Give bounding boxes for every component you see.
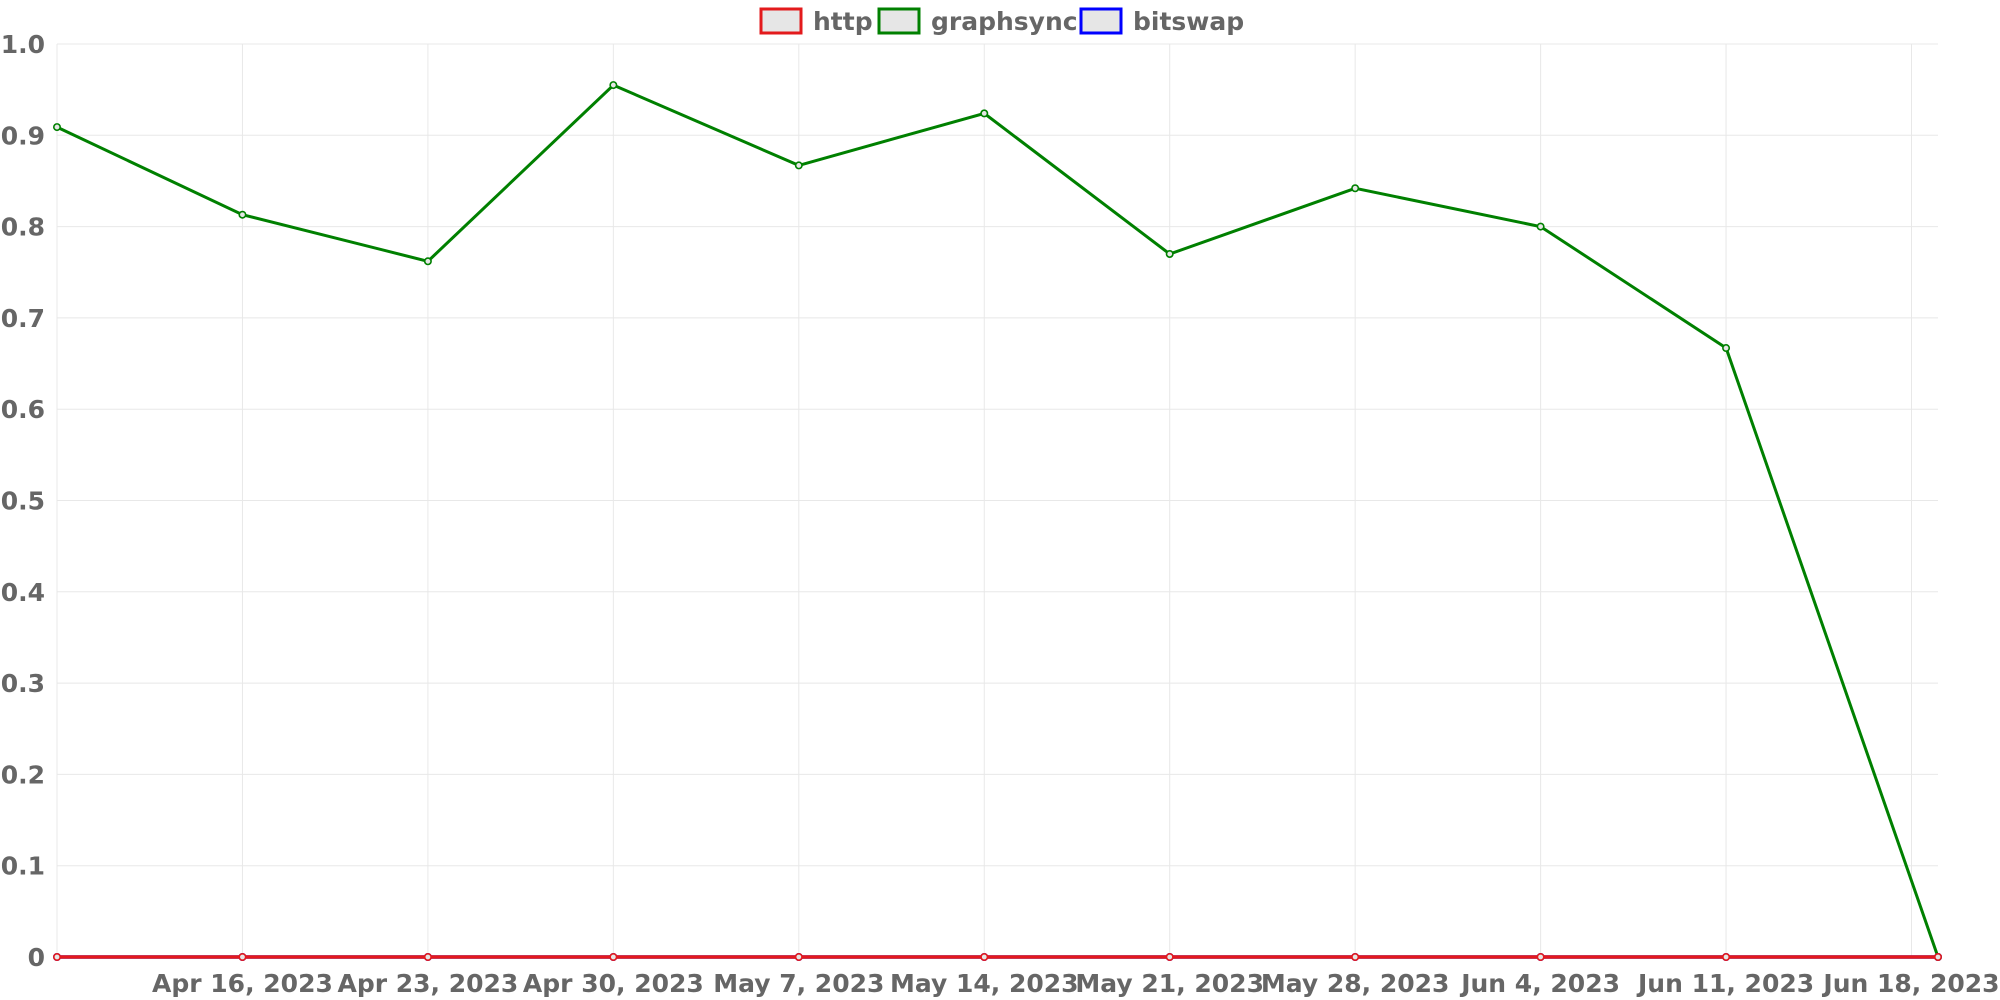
data-point-http[interactable] — [980, 952, 989, 961]
data-point-graphsync[interactable] — [1722, 344, 1731, 353]
legend-item-http[interactable]: http — [759, 7, 873, 36]
data-point-http[interactable] — [1722, 952, 1731, 961]
legend-item-graphsync[interactable]: graphsync — [877, 7, 1078, 36]
data-point-http[interactable] — [1536, 952, 1545, 961]
x-tick-label: May 14, 2023 — [890, 969, 1079, 998]
series-group — [52, 81, 1943, 961]
data-point-http[interactable] — [52, 952, 61, 961]
data-point-http[interactable] — [1351, 952, 1360, 961]
data-point-graphsync[interactable] — [609, 81, 618, 90]
x-tick-label: Jun 4, 2023 — [1459, 969, 1620, 998]
x-tick-label: Apr 16, 2023 — [152, 969, 333, 998]
data-point-graphsync[interactable] — [238, 210, 247, 219]
legend-swatch — [877, 7, 921, 35]
x-axis-ticks: Apr 16, 2023 Apr 23, 2023 Apr 30, 2023 May … — [152, 969, 2000, 998]
data-point-graphsync[interactable] — [980, 109, 989, 118]
data-point-graphsync[interactable] — [794, 161, 803, 170]
data-point-http[interactable] — [238, 952, 247, 961]
y-tick-label: 0.2 — [1, 760, 45, 789]
y-tick-label: 0.3 — [1, 669, 45, 698]
y-tick-label: 0.6 — [1, 395, 45, 424]
x-tick-label: Jun 18, 2023 — [1821, 969, 1999, 998]
chart-legend[interactable]: http graphsync bitswap — [759, 7, 1244, 36]
data-point-http[interactable] — [423, 952, 432, 961]
y-tick-label: 0.8 — [1, 213, 45, 242]
data-point-graphsync[interactable] — [423, 257, 432, 266]
legend-label: bitswap — [1133, 7, 1244, 36]
x-tick-label: May 7, 2023 — [713, 969, 884, 998]
x-tick-label: May 28, 2023 — [1261, 969, 1450, 998]
x-tick-label: May 21, 2023 — [1075, 969, 1264, 998]
data-point-http[interactable] — [609, 952, 618, 961]
grid-lines — [56, 43, 1938, 958]
x-tick-label: Apr 23, 2023 — [337, 969, 518, 998]
legend-label: http — [813, 7, 873, 36]
y-tick-label: 0.9 — [1, 121, 45, 150]
y-axis-ticks: 0 0.1 0.2 0.3 0.4 0.5 0.6 0.7 0.8 0.9 1.0 — [1, 30, 45, 972]
y-tick-label: 1.0 — [1, 30, 45, 59]
y-tick-label: 0.5 — [1, 487, 45, 516]
data-point-graphsync[interactable] — [1536, 222, 1545, 231]
legend-item-bitswap[interactable]: bitswap — [1079, 7, 1244, 36]
data-point-graphsync[interactable] — [52, 123, 61, 132]
legend-label: graphsync — [931, 7, 1078, 36]
x-tick-label: Jun 11, 2023 — [1636, 969, 1814, 998]
y-tick-label: 0.7 — [1, 304, 45, 333]
y-tick-label: 0.1 — [1, 852, 45, 881]
data-point-graphsync[interactable] — [1351, 184, 1360, 193]
x-tick-label: Apr 30, 2023 — [523, 969, 704, 998]
y-tick-label: 0.4 — [1, 578, 45, 607]
data-point-http[interactable] — [794, 952, 803, 961]
y-tick-label: 0 — [28, 943, 45, 972]
legend-swatch — [759, 7, 803, 35]
data-point-graphsync[interactable] — [1165, 249, 1174, 258]
data-point-http[interactable] — [1165, 952, 1174, 961]
series-line-graphsync — [56, 83, 1940, 958]
legend-swatch — [1079, 7, 1123, 35]
data-point-http[interactable] — [1934, 952, 1943, 961]
